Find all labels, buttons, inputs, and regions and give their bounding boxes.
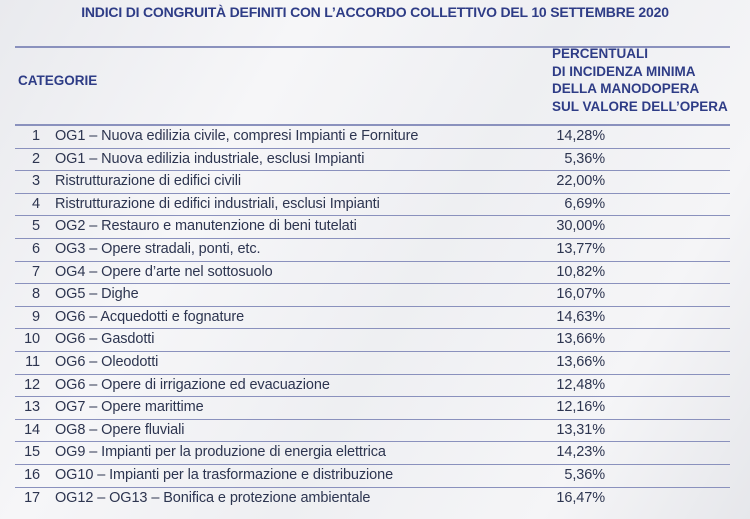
table-body: 1 OG1 – Nuova edilizia civile, compresi I… <box>15 126 730 510</box>
row-percentage: 6,69% <box>564 195 605 212</box>
row-number: 15 <box>24 444 40 461</box>
row-percentage: 12,48% <box>556 376 605 393</box>
row-category: OG1 – Nuova edilizia civile, compresi Im… <box>55 128 419 144</box>
row-number: 4 <box>32 195 40 212</box>
row-percentage: 16,47% <box>556 489 605 506</box>
row-number: 3 <box>32 173 40 190</box>
row-percentage: 13,66% <box>556 331 605 348</box>
divider <box>15 124 730 126</box>
table-row: 10 OG6 – Gasdotti 13,66% <box>15 329 730 352</box>
table-row: 7 OG4 – Opere d’arte nel sottosuolo 10,82% <box>15 262 730 285</box>
row-percentage: 22,00% <box>556 173 605 190</box>
row-percentage: 13,66% <box>556 353 605 370</box>
row-number: 16 <box>24 466 40 483</box>
row-category: OG10 – Impianti per la trasformazione e … <box>55 466 394 483</box>
row-number: 17 <box>24 489 40 506</box>
row-category: OG3 – Opere stradali, ponti, etc. <box>55 240 261 257</box>
row-category: OG8 – Opere fluviali <box>55 421 185 438</box>
divider <box>15 46 730 48</box>
table-row: 11 OG6 – Oleodotti 13,66% <box>15 352 730 375</box>
row-percentage: 14,63% <box>556 308 605 325</box>
row-number: 14 <box>24 421 40 438</box>
table-row: 5 OG2 – Restauro e manutenzione di beni t… <box>15 216 730 239</box>
row-number: 11 <box>25 353 40 370</box>
table-row: 1 OG1 – Nuova edilizia civile, compresi I… <box>15 126 730 149</box>
row-percentage: 12,16% <box>556 399 605 416</box>
row-number: 10 <box>24 331 40 348</box>
row-percentage: 5,36% <box>564 150 605 167</box>
row-percentage: 10,82% <box>556 263 605 280</box>
table-row: 2 OG1 – Nuova edilizia industriale, esclu… <box>15 149 730 172</box>
row-category: OG5 – Dighe <box>55 286 139 303</box>
row-category: OG1 – Nuova edilizia industriale, esclus… <box>55 150 365 167</box>
row-category: OG4 – Opere d’arte nel sottosuolo <box>55 263 273 280</box>
row-number: 1 <box>32 128 40 144</box>
table-row: 9 OG6 – Acquedotti e fognature 14,63% <box>15 307 730 330</box>
row-category: OG12 – OG13 – Bonifica e protezione ambi… <box>55 489 371 506</box>
header-percentuali: PERCENTUALI DI INCIDENZA MINIMA DELLA MA… <box>552 46 728 114</box>
row-category: OG6 – Gasdotti <box>55 331 155 348</box>
table-row: 12 OG6 – Opere di irrigazione ed evacuazi… <box>15 375 730 398</box>
row-percentage: 16,07% <box>556 286 605 303</box>
row-category: Ristrutturazione di edifici industriali,… <box>55 195 380 212</box>
row-percentage: 5,36% <box>564 466 605 483</box>
row-category: OG6 – Opere di irrigazione ed evacuazion… <box>55 376 330 393</box>
table-row: 16 OG10 – Impianti per la trasformazione … <box>15 465 730 488</box>
row-category: OG6 – Acquedotti e fognature <box>55 308 245 325</box>
table-row: 17 OG12 – OG13 – Bonifica e protezione am… <box>15 488 730 511</box>
row-percentage: 13,77% <box>556 240 605 257</box>
table-row: 8 OG5 – Dighe 16,07% <box>15 284 730 307</box>
row-category: Ristrutturazione di edifici civili <box>55 173 241 190</box>
row-percentage: 14,28% <box>556 128 605 144</box>
row-category: OG9 – Impianti per la produzione di ener… <box>55 444 386 461</box>
row-percentage: 13,31% <box>556 421 605 438</box>
table-row: 15 OG9 – Impianti per la produzione di en… <box>15 442 730 465</box>
table-row: 6 OG3 – Opere stradali, ponti, etc. 13,77% <box>15 239 730 262</box>
row-category: OG2 – Restauro e manutenzione di beni tu… <box>55 218 357 235</box>
table-row: 4 Ristrutturazione di edifici industriali… <box>15 194 730 217</box>
row-percentage: 30,00% <box>556 218 605 235</box>
table-row: 3 Ristrutturazione di edifici civili 22,00… <box>15 171 730 194</box>
row-number: 7 <box>32 263 40 280</box>
row-number: 5 <box>32 218 40 235</box>
table-title: INDICI DI CONGRUITÀ DEFINITI CON L’ACCOR… <box>81 4 669 20</box>
row-number: 2 <box>32 150 40 167</box>
row-number: 13 <box>24 399 40 416</box>
row-number: 12 <box>24 376 40 393</box>
row-number: 6 <box>32 240 40 257</box>
row-percentage: 14,23% <box>556 444 605 461</box>
row-category: OG6 – Oleodotti <box>55 353 159 370</box>
row-category: OG7 – Opere marittime <box>55 399 204 416</box>
table-row: 14 OG8 – Opere fluviali 13,31% <box>15 420 730 443</box>
table-row: 13 OG7 – Opere marittime 12,16% <box>15 397 730 420</box>
row-number: 9 <box>32 308 40 325</box>
row-number: 8 <box>32 286 40 303</box>
header-categorie: CATEGORIE <box>18 73 98 88</box>
